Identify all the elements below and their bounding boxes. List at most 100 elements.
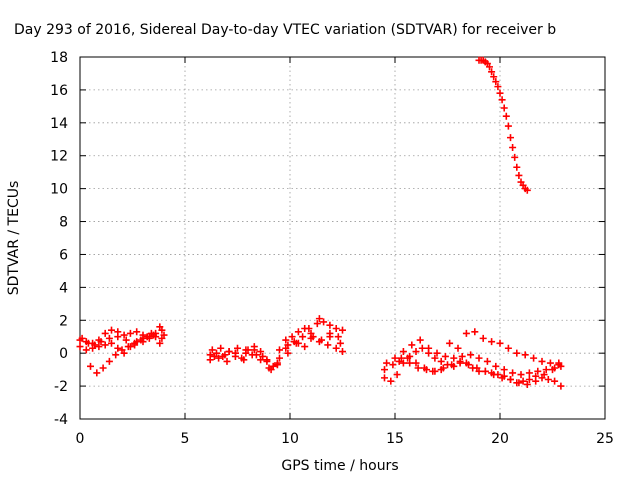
data-point: [395, 357, 403, 365]
data-point: [108, 339, 115, 347]
data-point: [404, 354, 412, 362]
data-point: [490, 73, 498, 81]
data-point: [433, 349, 441, 357]
data-point: [494, 83, 502, 91]
data-point: [496, 89, 504, 97]
data-point: [234, 344, 241, 352]
data-point: [210, 352, 218, 360]
data-point: [416, 336, 424, 344]
data-point: [263, 356, 271, 364]
data-point: [483, 357, 491, 365]
data-point: [538, 357, 546, 365]
data-point: [540, 371, 548, 379]
data-point: [515, 379, 523, 387]
data-point: [76, 343, 84, 351]
data-point: [406, 359, 414, 367]
data-point: [318, 336, 325, 344]
y-tick-label: -4: [54, 412, 68, 428]
data-point: [399, 348, 407, 356]
data-point: [225, 348, 233, 356]
data-point: [446, 339, 454, 347]
data-point: [326, 333, 334, 341]
data-point: [112, 351, 120, 359]
data-point: [521, 351, 529, 359]
data-point: [305, 325, 313, 332]
data-point: [507, 376, 514, 384]
y-axis-title: SDTVAR / TECUs: [6, 181, 22, 296]
data-point: [250, 346, 258, 354]
data-point: [391, 354, 399, 362]
data-point: [294, 328, 302, 336]
data-point: [326, 321, 334, 329]
chart-title: Day 293 of 2016, Sidereal Day-to-day VTE…: [14, 22, 556, 38]
data-point: [252, 351, 260, 359]
data-point: [525, 369, 533, 377]
data-point: [273, 361, 281, 369]
data-point: [324, 341, 332, 349]
data-point: [525, 376, 533, 384]
data-point: [387, 377, 395, 385]
data-point: [215, 354, 223, 362]
data-point: [448, 361, 456, 369]
plot-frame: [79, 56, 606, 420]
data-point: [492, 362, 500, 370]
data-point: [156, 339, 164, 347]
grid: [80, 57, 605, 419]
data-point: [393, 371, 401, 379]
data-point: [504, 122, 512, 130]
data-point: [139, 338, 147, 346]
data-point: [511, 153, 519, 161]
data-point: [118, 346, 126, 354]
y-tick-label: 12: [50, 149, 68, 165]
data-point: [99, 364, 107, 372]
data-point: [509, 369, 517, 377]
data-point: [267, 366, 275, 374]
data-point: [299, 333, 307, 341]
data-point: [284, 349, 292, 357]
data-point: [257, 348, 265, 356]
data-point: [131, 341, 139, 349]
data-point: [551, 377, 559, 385]
data-point: [288, 333, 296, 341]
data-point: [206, 356, 214, 364]
data-point: [84, 339, 92, 347]
y-tick-label: 0: [59, 346, 68, 362]
data-point: [389, 361, 397, 369]
data-point: [418, 344, 426, 352]
data-point: [334, 333, 342, 341]
data-point: [467, 351, 475, 359]
data-point: [93, 369, 101, 377]
x-tick-label: 5: [181, 431, 190, 447]
data-point: [513, 349, 521, 357]
data-point: [208, 346, 216, 354]
data-point: [108, 326, 115, 334]
data-point: [498, 374, 506, 382]
data-point: [496, 339, 504, 347]
data-point: [284, 341, 292, 349]
data-point: [91, 341, 99, 349]
data-point: [479, 334, 487, 342]
data-point: [544, 376, 552, 384]
data-point: [557, 382, 565, 390]
data-point: [320, 318, 328, 326]
data-point: [513, 163, 521, 171]
data-point: [332, 325, 340, 332]
data-point: [490, 371, 498, 379]
data-point: [488, 68, 496, 76]
data-point: [282, 336, 290, 344]
data-point: [276, 346, 283, 354]
data-point: [534, 367, 542, 375]
data-point: [504, 344, 512, 352]
data-point: [242, 346, 250, 354]
data-point: [133, 328, 141, 336]
data-point: [217, 344, 225, 352]
data-point: [95, 343, 103, 351]
data-point: [555, 359, 563, 367]
data-point: [429, 367, 437, 375]
data-point: [221, 351, 229, 359]
data-point: [309, 333, 317, 341]
data-point: [301, 343, 309, 351]
data-point: [475, 354, 483, 362]
data-point: [231, 349, 239, 357]
